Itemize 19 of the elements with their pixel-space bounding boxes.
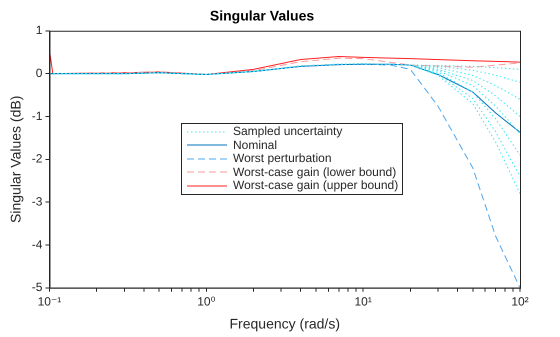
y-axis-title: Singular Values (dB) bbox=[7, 96, 24, 223]
y-tick-label: 1 bbox=[36, 23, 43, 38]
x-axis-title: Frequency (rad/s) bbox=[229, 315, 340, 332]
legend-label: Sampled uncertainty bbox=[233, 124, 342, 138]
x-tick-label: 10⁻¹ bbox=[38, 294, 62, 308]
legend-label: Nominal bbox=[233, 138, 278, 152]
legend-label: Worst-case gain (upper bound) bbox=[233, 178, 398, 192]
y-tick-label: -3 bbox=[32, 194, 43, 208]
legend-label: Worst perturbation bbox=[233, 151, 332, 166]
y-tick-label: -4 bbox=[32, 237, 43, 252]
y-tick-label: 0 bbox=[36, 66, 43, 80]
x-tick-label: 10¹ bbox=[354, 294, 372, 308]
y-tick-label: -2 bbox=[32, 152, 43, 166]
legend-label: Worst-case gain (lower bound) bbox=[233, 164, 396, 179]
y-tick-label: -5 bbox=[32, 280, 43, 294]
x-tick-label: 10² bbox=[511, 294, 529, 308]
x-tick-label: 10⁰ bbox=[197, 294, 216, 308]
chart-title: Singular Values bbox=[210, 7, 314, 24]
y-tick-label: -1 bbox=[32, 108, 43, 123]
